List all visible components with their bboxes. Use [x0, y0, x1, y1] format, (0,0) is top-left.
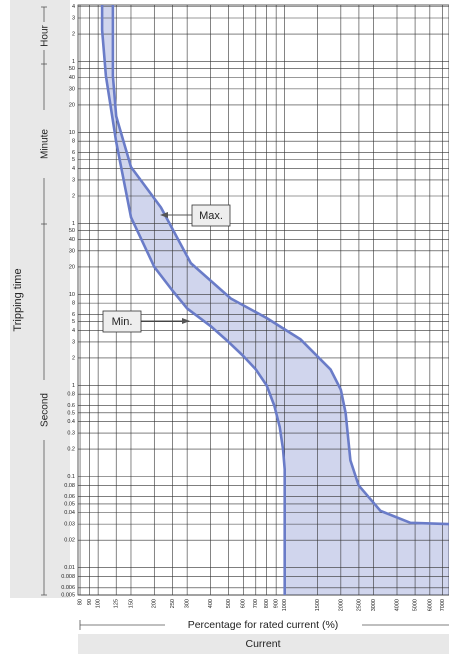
arrow-head — [160, 212, 168, 218]
annotation: Max. — [199, 210, 223, 222]
y-tick-label: 0.006 — [61, 585, 75, 591]
band — [102, 5, 449, 595]
y-tick-label: 0.05 — [64, 501, 75, 507]
x-tick-label: 90 — [87, 599, 93, 605]
y-tick-label: 0.008 — [61, 574, 75, 580]
y-tick-label: 0.06 — [64, 494, 75, 500]
y-tick-label: 40 — [69, 237, 75, 243]
unit-brackets — [41, 6, 47, 596]
label-box — [191, 204, 231, 227]
x-tick-label: 100 — [96, 599, 102, 608]
y-tick-label: 40 — [69, 75, 75, 81]
y-tick-label: 5 — [72, 157, 75, 163]
y-tick-label: 5 — [72, 319, 75, 325]
x-tick-label: 5000 — [413, 599, 419, 611]
y-tick-label: 0.04 — [64, 510, 75, 516]
x-tick-label: 500 — [226, 599, 232, 608]
y-tick-label: 0.4 — [67, 419, 75, 425]
y-tick-label: 10 — [69, 292, 75, 298]
y-tick-label: 0.5 — [67, 410, 75, 416]
y-tick-label: 0.3 — [67, 430, 75, 436]
x-tick-label: 1500 — [315, 599, 321, 611]
y-tick-label: 0.2 — [67, 447, 75, 453]
x-tick-label: 6000 — [427, 599, 433, 611]
y-tick-label: 8 — [72, 139, 75, 145]
y-tick-label: 0.03 — [64, 522, 75, 528]
y-tick-label: 3 — [72, 15, 75, 21]
y-tick-label: 1 — [72, 383, 75, 389]
y-tick-label: 0.08 — [64, 483, 75, 489]
plot-background — [77, 4, 449, 596]
y-tick-label: 4 — [72, 166, 75, 172]
y-tick-label: 6 — [72, 150, 75, 156]
y-tick-label: 1 — [72, 59, 75, 65]
y-tick-label: 30 — [69, 86, 75, 92]
x-tick-label: 2000 — [338, 599, 344, 611]
x-group-band — [78, 634, 449, 654]
x-tick-label: 80 — [78, 599, 84, 605]
y-tick-label: 10 — [69, 130, 75, 136]
y-axis-label: Tripping time — [12, 268, 24, 331]
x-label-bracket — [79, 620, 449, 630]
annotation: Min. — [112, 316, 133, 328]
y-tick-label: 30 — [69, 248, 75, 254]
y-tick-label: 3 — [72, 177, 75, 183]
y-tick-label: 0.1 — [67, 474, 75, 480]
unit-minute: Minute — [40, 129, 51, 159]
y-tick-label: 0.005 — [61, 592, 75, 598]
x-tick-label: 200 — [152, 599, 158, 608]
x-group-label: Current — [245, 638, 280, 650]
y-tick-label: 1 — [72, 221, 75, 227]
x-tick-label: 7000 — [440, 599, 446, 611]
unit-hour: Hour — [40, 24, 51, 46]
x-tick-label: 400 — [208, 599, 214, 608]
y-tick-label: 50 — [69, 228, 75, 234]
label-box — [102, 310, 142, 333]
x-tick-label: 4000 — [394, 599, 400, 611]
y-tick-label: 2 — [72, 355, 75, 361]
x-tick-label: 2500 — [356, 599, 362, 611]
x-tick-label: 250 — [170, 599, 176, 608]
x-tick-label: 3000 — [371, 599, 377, 611]
x-tick-label: 125 — [114, 599, 120, 608]
y-label-band — [10, 0, 70, 598]
annotations: Max. Min. — [102, 204, 231, 333]
y-tick-label: 4 — [72, 328, 75, 334]
curve — [111, 5, 449, 526]
unit-second: Second — [40, 393, 51, 427]
arrow-head — [182, 318, 190, 324]
x-tick-label: 700 — [253, 599, 259, 608]
y-tick-label: 0.8 — [67, 392, 75, 398]
x-tick-label: 600 — [241, 599, 247, 608]
y-tick-label: 20 — [69, 264, 75, 270]
x-tick-label: 900 — [274, 599, 280, 608]
curve — [100, 5, 286, 595]
x-tick-label: 300 — [185, 599, 191, 608]
y-tick-label: 0.6 — [67, 403, 75, 409]
x-tick-label: 800 — [264, 599, 270, 608]
y-tick-label: 2 — [72, 31, 75, 37]
y-tick-label: 8 — [72, 301, 75, 307]
y-tick-label: 50 — [69, 66, 75, 72]
y-tick-label: 4 — [72, 4, 75, 10]
x-tick-label: 150 — [128, 599, 134, 608]
x-tick-label: 1000 — [282, 599, 288, 611]
y-tick-label: 0.02 — [64, 538, 75, 544]
y-tick-label: 2 — [72, 193, 75, 199]
x-axis-label: Percentage for rated current (%) — [188, 619, 339, 631]
y-tick-label: 6 — [72, 312, 75, 318]
y-tick-label: 3 — [72, 339, 75, 345]
y-tick-label: 0.01 — [64, 565, 75, 571]
y-tick-label: 20 — [69, 102, 75, 108]
